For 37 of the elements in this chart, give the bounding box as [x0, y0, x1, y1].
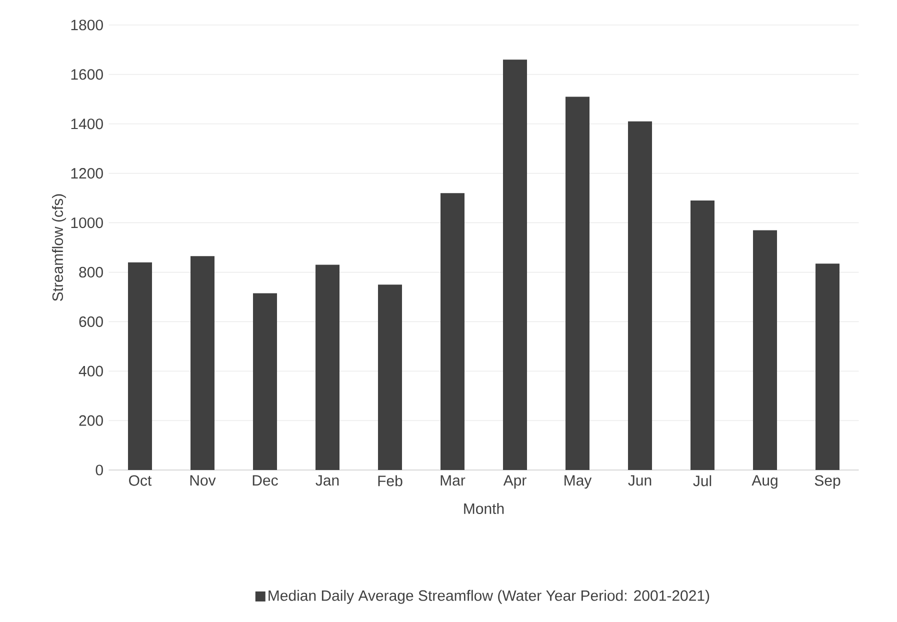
x-axis-title: Month	[464, 502, 504, 514]
y-tick-label: 1000	[71, 217, 103, 228]
x-tick-label: Aug	[752, 475, 778, 489]
bar	[128, 262, 152, 470]
x-tick-label: Apr	[503, 475, 526, 489]
bar	[816, 264, 840, 470]
y-tick-label: 1400	[71, 118, 103, 130]
y-tick-label: 1800	[71, 20, 103, 30]
bar	[440, 193, 465, 470]
bar	[316, 264, 340, 470]
bar	[503, 60, 528, 470]
y-tick-label: 400	[78, 366, 103, 376]
legend-label: Median Daily Average Streamflow (Water Year Period: 2001-2021)	[268, 590, 710, 604]
x-tick-label: May	[564, 475, 592, 489]
x-tick-label: Jan	[316, 475, 339, 486]
bar	[690, 200, 715, 470]
x-tick-label: Dec	[252, 475, 278, 486]
x-tick-label: Oct	[129, 475, 152, 486]
bar	[253, 293, 277, 470]
x-tick-label: Feb	[378, 475, 402, 486]
y-tick-label: 600	[79, 316, 103, 327]
y-tick-label: 0	[96, 464, 103, 476]
bar	[628, 121, 652, 470]
x-tick-label: Nov	[190, 475, 216, 486]
x-tick-label: Jun	[628, 475, 652, 486]
x-tick-label: Sep	[814, 475, 840, 489]
y-tick-label: 800	[79, 266, 103, 278]
x-tick-label: Mar	[440, 475, 466, 486]
y-tick-label: 1200	[71, 168, 103, 179]
x-tick-label: Jul	[693, 475, 712, 486]
y-tick-label: 1600	[71, 69, 103, 80]
bar	[378, 284, 402, 470]
bar	[753, 230, 778, 470]
y-tick-label: 200	[79, 415, 103, 426]
bar	[190, 256, 214, 470]
y-axis-title: Streamflow (cfs)	[52, 194, 66, 301]
bar	[566, 96, 590, 470]
